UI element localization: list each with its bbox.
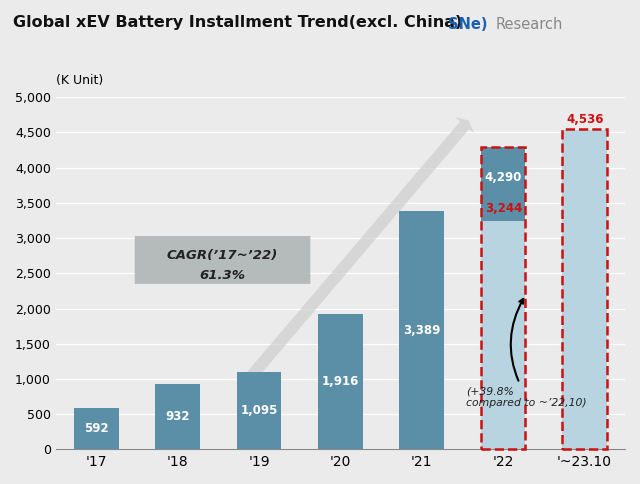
Bar [562,129,607,450]
Text: 4,536: 4,536 [566,113,604,126]
Bar [156,384,200,450]
Bar [481,147,525,221]
Text: Global xEV Battery Installment Trend(excl. China): Global xEV Battery Installment Trend(exc… [13,15,462,30]
Text: CAGR(’17~’22): CAGR(’17~’22) [167,249,278,261]
Text: Research: Research [496,17,563,32]
Bar [481,147,525,450]
Text: 61.3%: 61.3% [200,269,246,282]
FancyBboxPatch shape [135,236,310,284]
Bar [399,211,444,450]
Text: 3,389: 3,389 [403,324,440,336]
Text: 1,095: 1,095 [241,404,278,417]
Text: 1,916: 1,916 [322,376,359,389]
Bar [481,221,525,450]
Bar [318,315,363,450]
Text: 3,244: 3,244 [484,202,522,215]
Text: (K Unit): (K Unit) [56,74,103,87]
Text: 592: 592 [84,422,109,435]
Text: SNe): SNe) [448,17,488,32]
Text: 4,290: 4,290 [484,170,522,183]
Bar [562,130,607,450]
Bar [237,372,282,450]
Bar [74,408,119,450]
Text: 932: 932 [166,410,190,423]
Text: (+39.8%
compared to ~’22,10): (+39.8% compared to ~’22,10) [467,299,587,408]
